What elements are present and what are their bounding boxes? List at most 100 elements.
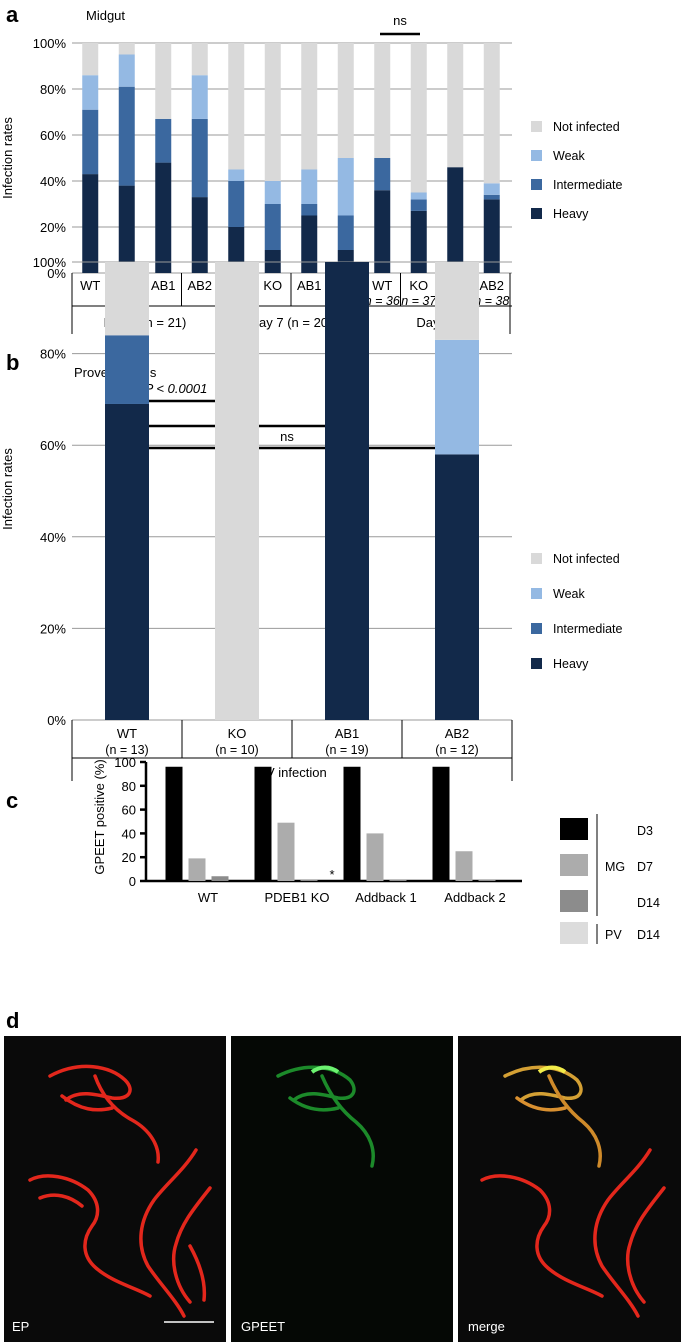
bar-d14-mg [389, 879, 407, 881]
x-tick-label: KO [228, 726, 247, 741]
bar-segment-not-infected [105, 262, 149, 336]
bar-segment-intermediate [483, 194, 500, 200]
y-tick-label: 100 [114, 755, 136, 770]
bar-segment-heavy [325, 262, 369, 720]
bar-segment-intermediate [374, 158, 391, 191]
y-tick-label: 60% [40, 438, 66, 453]
bar-segment-intermediate [118, 86, 135, 186]
panel-a-y-axis-label: Infection rates [0, 117, 15, 199]
bar-d7-mg [455, 851, 473, 881]
n-label: (n = 13) [105, 743, 148, 757]
legend-label: Heavy [553, 207, 589, 221]
bar-segment-heavy [374, 190, 391, 273]
y-tick-label: 60 [122, 803, 136, 818]
x-tick-label: AB1 [335, 726, 360, 741]
bar-segment-intermediate [228, 181, 245, 227]
x-tick-label: AB2 [479, 278, 504, 293]
x-group-label: PV infection [257, 765, 326, 780]
bar-segment-not-infected [374, 43, 391, 158]
bar-segment-heavy [301, 215, 318, 273]
panel-a-label: a [6, 2, 19, 27]
x-tick-label: AB2 [445, 726, 470, 741]
bar-segment-weak [483, 183, 500, 195]
micrograph-merge-label: merge [468, 1319, 505, 1334]
bar-segment-heavy [105, 403, 149, 720]
legend-label: D14 [637, 896, 660, 910]
bar-segment-not-infected [447, 43, 464, 168]
y-tick-label: 60% [40, 128, 66, 143]
x-tick-label: KO [409, 278, 428, 293]
x-tick-label: AB1 [297, 278, 322, 293]
y-tick-label: 20 [122, 850, 136, 865]
bar-d7-mg [277, 822, 295, 881]
legend-swatch [531, 553, 542, 564]
x-tick-label: AB2 [187, 278, 212, 293]
legend-label: Not infected [553, 552, 620, 566]
legend-label: Weak [553, 587, 585, 601]
x-tick-label: WT [80, 278, 100, 293]
bar-segment-not-infected [191, 43, 208, 76]
legend-swatch [560, 854, 588, 876]
panel-b-sig-label-3: ns [280, 429, 294, 444]
x-tick-label: AB1 [151, 278, 176, 293]
panel-a-title: Midgut [86, 8, 125, 23]
y-tick-label: 0% [47, 713, 66, 728]
x-tick-label: Addback 2 [444, 890, 505, 905]
panel-b-y-axis-label: Infection rates [0, 448, 15, 530]
bar-segment-not-infected [301, 43, 318, 170]
y-tick-label: 0 [129, 874, 136, 889]
panel-b-legend: Not infected Weak Intermediate Heavy [531, 552, 623, 671]
x-tick-label: PDEB1 KO [264, 890, 329, 905]
legend-swatch [531, 588, 542, 599]
x-tick-label: WT [117, 726, 137, 741]
micrograph-ep: EP [4, 1036, 226, 1342]
n-label: (n = 10) [215, 743, 258, 757]
legend-swatch [531, 208, 542, 219]
legend-swatch [531, 623, 542, 634]
legend-label: Not infected [553, 120, 620, 134]
legend-label: Weak [553, 149, 585, 163]
panel-a-sig-label: ns [393, 13, 407, 28]
panel-c-label: c [6, 788, 18, 813]
bar-segment-weak [228, 169, 245, 181]
panel-d-label: d [6, 1008, 19, 1033]
panel-a-legend: Not infected Weak Intermediate Heavy [531, 120, 623, 221]
x-tick-label: Addback 1 [355, 890, 416, 905]
bar-segment-heavy [82, 174, 99, 273]
legend-group-label: PV [605, 928, 622, 942]
bar-d3-mg [432, 766, 450, 881]
bar-d3-mg [343, 766, 361, 881]
bar-segment-weak [410, 192, 427, 200]
legend-label: Intermediate [553, 622, 623, 636]
bar-d7-mg [366, 833, 384, 881]
bar-segment-heavy [483, 199, 500, 273]
panel-c-legend: D3 D7 D14 D14 MG PV [560, 814, 660, 944]
bar-segment-not-infected [483, 43, 500, 184]
bar-segment-not-infected [410, 43, 427, 193]
n-label: (n = 19) [325, 743, 368, 757]
bar-segment-heavy [447, 167, 464, 273]
legend-swatch [560, 890, 588, 912]
bar-segment-intermediate [410, 199, 427, 211]
bar-segment-intermediate [264, 204, 281, 250]
n-label: n = 36 [365, 294, 400, 308]
panel-b-sig-label-1: P < 0.0001 [145, 381, 208, 396]
y-tick-label: 0% [47, 266, 66, 281]
bar-d7-mg [188, 858, 206, 881]
n-label: n = 38 [474, 294, 509, 308]
bar-segment-weak [118, 54, 135, 87]
micrograph-gpeet-label: GPEET [241, 1319, 285, 1334]
bar-segment-heavy [191, 197, 208, 273]
bar-segment-intermediate [105, 335, 149, 404]
bar-d3-mg [254, 766, 272, 881]
y-tick-label: 40% [40, 174, 66, 189]
legend-swatch [531, 658, 542, 669]
y-tick-label: 40% [40, 530, 66, 545]
panel-b-x-axis: WT (n = 13) KO (n = 10) AB1 (n = 19) AB2 (n = 1… [71, 720, 513, 781]
panel-b-label: b [6, 350, 19, 375]
panel-a-bars [82, 43, 500, 273]
panel-b-y-tick-labels: 0% 20% 40% 60% 80% 100% [33, 255, 67, 728]
x-tick-label: WT [198, 890, 218, 905]
legend-label: D3 [637, 824, 653, 838]
